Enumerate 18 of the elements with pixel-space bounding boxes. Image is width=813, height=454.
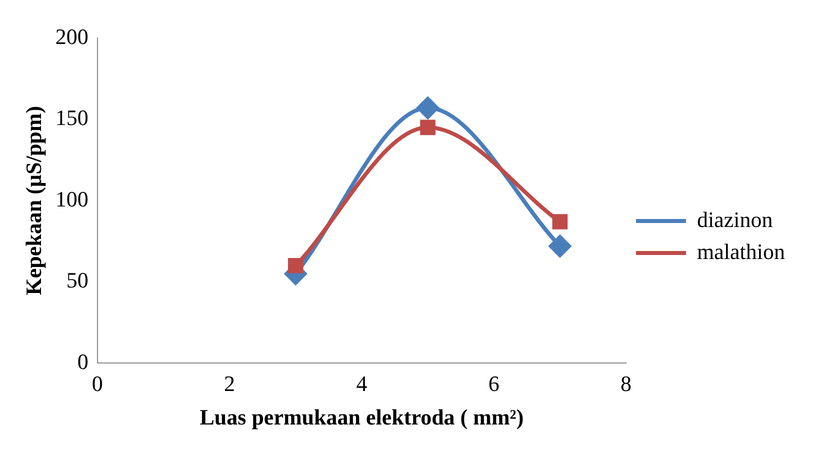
legend-label: malathion [697,238,786,264]
y-tick-label: 100 [55,186,88,212]
point [420,120,436,136]
legend-label: diazinon [697,206,773,232]
y-axis-title: Kepekaan (µS/ppm) [20,106,46,296]
point [288,258,304,274]
y-tick-label: 200 [55,24,88,49]
x-tick-label: 2 [224,371,236,396]
y-tick-label: 0 [77,348,88,374]
point [548,235,571,258]
x-tick-label: 6 [488,371,500,396]
x-tick-label: 4 [356,371,368,396]
point [416,96,439,119]
y-tick-label: 50 [66,268,88,293]
x-tick-label: 8 [620,371,632,396]
point [552,214,568,230]
y-tick-label: 150 [55,105,88,130]
x-axis-title: Luas permukaan elektroda ( mm²) [200,404,524,430]
